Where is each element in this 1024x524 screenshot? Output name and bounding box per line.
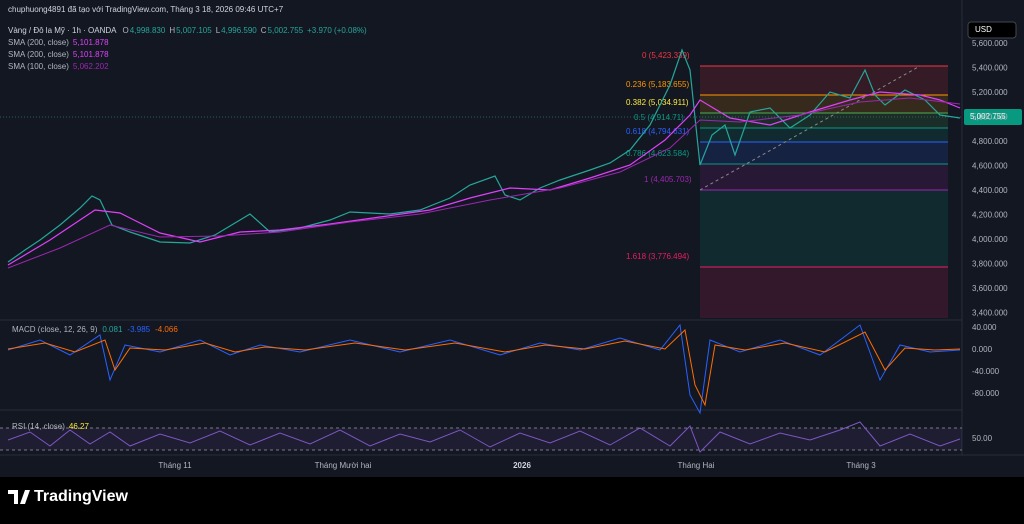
time-label: Tháng Hai [678,461,715,470]
legend-item: 5,002.755 [268,26,304,35]
fib-zone [700,190,948,267]
fib-zone [700,164,948,190]
legend-item: 4,998.830 [130,26,166,35]
time-label: Tháng 3 [846,461,876,470]
legend-item: 4,996.590 [221,26,257,35]
fib-label: 1 (4,405.703) [644,175,692,184]
last-price: 5,002.755 [970,112,1006,121]
header-title: chuphuong4891 đã tạo với TradingView.com… [8,5,284,14]
rsi-band [0,428,962,450]
price-tick-label: 5,600.000 [972,39,1008,48]
fib-zone [700,142,948,164]
price-tick-label: 3,600.000 [972,284,1008,293]
legend-item: 5,101.878 [73,38,109,47]
macd-legend: 0.081 [102,325,123,334]
brand: TradingView [34,488,129,505]
price-tick-label: 4,000.000 [972,235,1008,244]
fib-label: 0 (5,423.339) [642,51,690,60]
macd-legend: -3.985 [127,325,150,334]
fib-trend-line [699,65,921,191]
last-price-badge [964,109,1022,125]
fib-zone [700,128,948,142]
price-tick-label: 4,600.000 [972,162,1008,171]
fib-zone [700,66,948,95]
time-label: Tháng Mười hai [315,461,372,470]
legend-item: H [169,26,175,35]
legend-item: +3.970 (+0.08%) [307,26,367,35]
rsi-line [7,421,961,453]
time-label: Tháng 11 [158,461,192,470]
legend-item: SMA (200, close) [8,50,69,59]
price-tick-label: 5,000.000 [972,113,1008,122]
price-tick-label: 3,800.000 [972,260,1008,269]
chart-background [0,0,1024,477]
footer-background [0,477,1024,519]
legend-item: 5,007.105 [176,26,212,35]
legend-item: L [216,26,221,35]
fib-label: 1.618 (3,776.494) [626,252,689,261]
macd-tick-label: -40.000 [972,367,1000,376]
currency[interactable]: USD [975,25,992,34]
price-tick-label: 5,200.000 [972,88,1008,97]
time-label: 2026 [513,461,531,470]
fib-label: 0.382 (5,034.911) [626,98,689,107]
brand-logo [8,490,30,504]
fib-label: 0.5 (4,914.71) [634,113,684,122]
price-tick-label: 5,400.000 [972,64,1008,73]
fib-zone [700,113,948,128]
rsi-legend: RSI (14, close) [12,422,65,431]
legend-item: 5,101.878 [73,50,109,59]
fib-zone [700,267,948,318]
rsi-tick-label: 50.00 [972,434,993,443]
macd-legend: -4.066 [155,325,178,334]
fibonacci-retracement: 0 (5,423.339) 0.236 (5,183.655) 0.382 (5,0… [626,51,948,318]
macd-tick-label: 0.000 [972,345,993,354]
legend-item: 5,062.202 [73,62,109,71]
price-line [7,48,961,263]
fib-label: 0.236 (5,183.655) [626,80,689,89]
price-tick-label: 4,800.000 [972,137,1008,146]
rsi-legend-value: 46.27 [69,422,90,431]
legend-item: SMA (200, close) [8,38,69,47]
legend-item: C [261,26,267,35]
price-tick-label: 4,200.000 [972,211,1008,220]
legend-item: SMA (100, close) [8,62,69,71]
macd-tick-label: -80.000 [972,389,1000,398]
sma-line [7,97,961,269]
macd-tick-label: 40.000 [972,323,997,332]
price-tick-label: 4,400.000 [972,186,1008,195]
macd-legend: MACD (close, 12, 26, 9) [12,325,98,334]
legend-item: O [122,26,128,35]
price-tick-label: 3,400.000 [972,309,1008,318]
currency-button[interactable] [967,21,1017,39]
macd-signal-line [7,329,961,407]
legend-item: Vàng / Đô la Mỹ · 1h · OANDA [8,26,117,35]
macd-line [7,323,961,415]
fib-label: 0.618 (4,794.631) [626,127,689,136]
